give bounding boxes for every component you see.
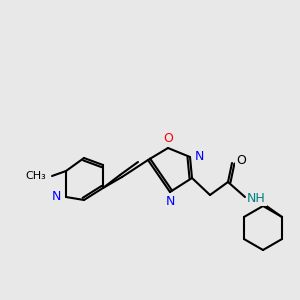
Text: CH₃: CH₃ (25, 171, 46, 181)
Text: NH: NH (247, 191, 266, 205)
Text: N: N (195, 151, 204, 164)
Text: O: O (163, 132, 173, 145)
Text: N: N (52, 190, 61, 203)
Text: N: N (165, 195, 175, 208)
Text: O: O (236, 154, 246, 166)
